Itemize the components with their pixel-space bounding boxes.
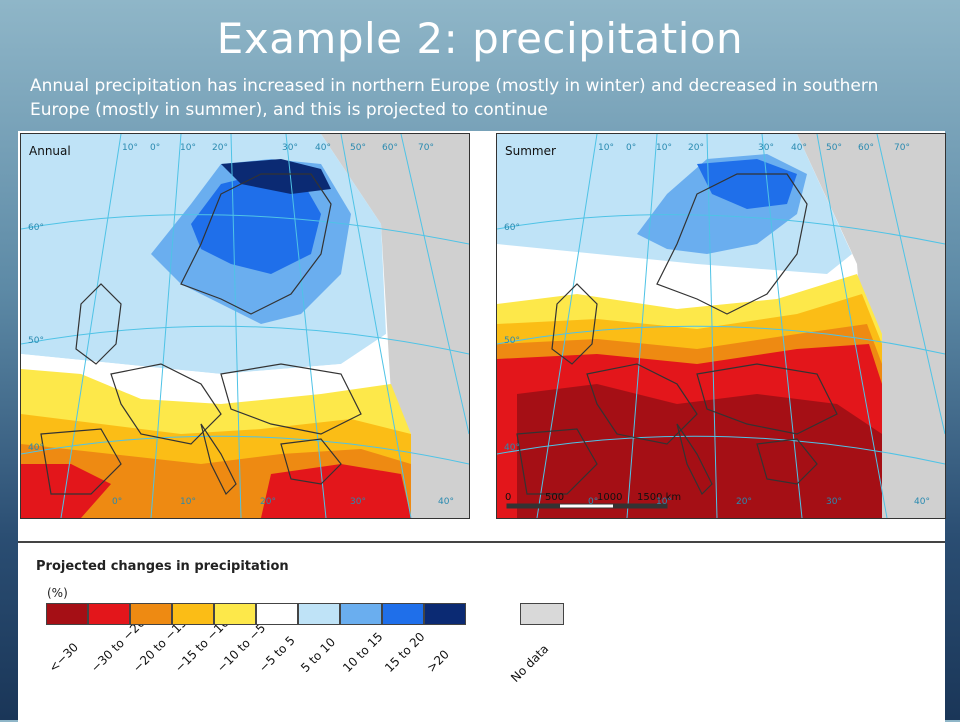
- lon-label: 60°: [858, 143, 874, 153]
- legend-title: Projected changes in precipitation: [36, 559, 289, 574]
- lon-label: 0°: [150, 143, 161, 153]
- lon-label: 10°: [656, 143, 672, 153]
- lon-label: 10°: [598, 143, 614, 153]
- bottom-lon-label: 20°: [736, 497, 752, 507]
- lon-label: 10°: [180, 143, 196, 153]
- legend-swatch-3: [172, 603, 214, 625]
- bottom-lon-label: 30°: [826, 497, 842, 507]
- legend-label-9: >20: [424, 647, 452, 675]
- scale-label-1000: 1000: [597, 492, 622, 503]
- lon-label: 70°: [894, 143, 910, 153]
- lon-label: 40°: [315, 143, 331, 153]
- legend-swatch-7: [340, 603, 382, 625]
- bottom-lon-label: 20°: [260, 497, 276, 507]
- legend: Projected changes in precipitation (%) <…: [18, 541, 945, 722]
- lat-label: 50°: [28, 336, 44, 346]
- legend-label-0: <−30: [46, 640, 82, 675]
- legend-label-6: 5 to 10: [298, 634, 339, 675]
- scale-label-500: 500: [545, 492, 564, 503]
- lon-label: 50°: [350, 143, 366, 153]
- summer-map-graphic: 0 500 1000 1500 km: [497, 134, 945, 518]
- lat-label: 40°: [504, 443, 520, 453]
- legend-label-8: 15 to 20: [382, 629, 428, 675]
- legend-swatch-6: [298, 603, 340, 625]
- lon-label: 10°: [122, 143, 138, 153]
- lon-label: 60°: [382, 143, 398, 153]
- lon-label: 50°: [826, 143, 842, 153]
- lon-label: 30°: [758, 143, 774, 153]
- legend-swatch-5: [256, 603, 298, 625]
- lon-label: 20°: [212, 143, 228, 153]
- lon-label: 70°: [418, 143, 434, 153]
- legend-swatch-8: [382, 603, 424, 625]
- annual-map[interactable]: Annual: [20, 133, 470, 519]
- page-subtitle: Annual precipitation has increased in no…: [30, 76, 879, 120]
- lon-label: 0°: [626, 143, 637, 153]
- summer-scale-bar: 0 500 1000 1500 km: [505, 492, 681, 509]
- legend-swatch-4: [214, 603, 256, 625]
- legend-swatch-no-data: [520, 603, 564, 625]
- legend-swatch-1: [88, 603, 130, 625]
- annual-map-graphic: [21, 134, 469, 518]
- page-title: Example 2: precipitation: [216, 14, 744, 63]
- bottom-lon-label: 10°: [180, 497, 196, 507]
- scale-label-1500: 1500 km: [637, 492, 681, 503]
- lat-label: 50°: [504, 336, 520, 346]
- annual-map-label: Annual: [29, 144, 71, 158]
- bottom-lon-label: 40°: [914, 497, 930, 507]
- maps-panel: Annual: [18, 131, 946, 541]
- lat-label: 60°: [28, 223, 44, 233]
- summer-map[interactable]: 0 500 1000 1500 km Summer: [496, 133, 946, 519]
- legend-label-no-data: No data: [508, 641, 552, 685]
- lon-label: 30°: [282, 143, 298, 153]
- summer-map-label: Summer: [505, 144, 556, 158]
- legend-label-5: −5 to 5: [256, 633, 298, 675]
- lat-label: 40°: [28, 443, 44, 453]
- bottom-lon-label: 0°: [588, 497, 599, 507]
- bottom-lon-label: 30°: [350, 497, 366, 507]
- legend-unit: (%): [47, 586, 68, 600]
- legend-label-7: 10 to 15: [340, 629, 386, 675]
- lon-label: 40°: [791, 143, 807, 153]
- lon-label: 20°: [688, 143, 704, 153]
- bottom-lon-label: 0°: [112, 497, 123, 507]
- legend-swatch-0: [46, 603, 88, 625]
- legend-swatch-2: [130, 603, 172, 625]
- scale-label-0: 0: [505, 492, 511, 503]
- lat-label: 60°: [504, 223, 520, 233]
- bottom-lon-label: 10°: [656, 497, 672, 507]
- bottom-lon-label: 40°: [438, 497, 454, 507]
- legend-swatch-9: [424, 603, 466, 625]
